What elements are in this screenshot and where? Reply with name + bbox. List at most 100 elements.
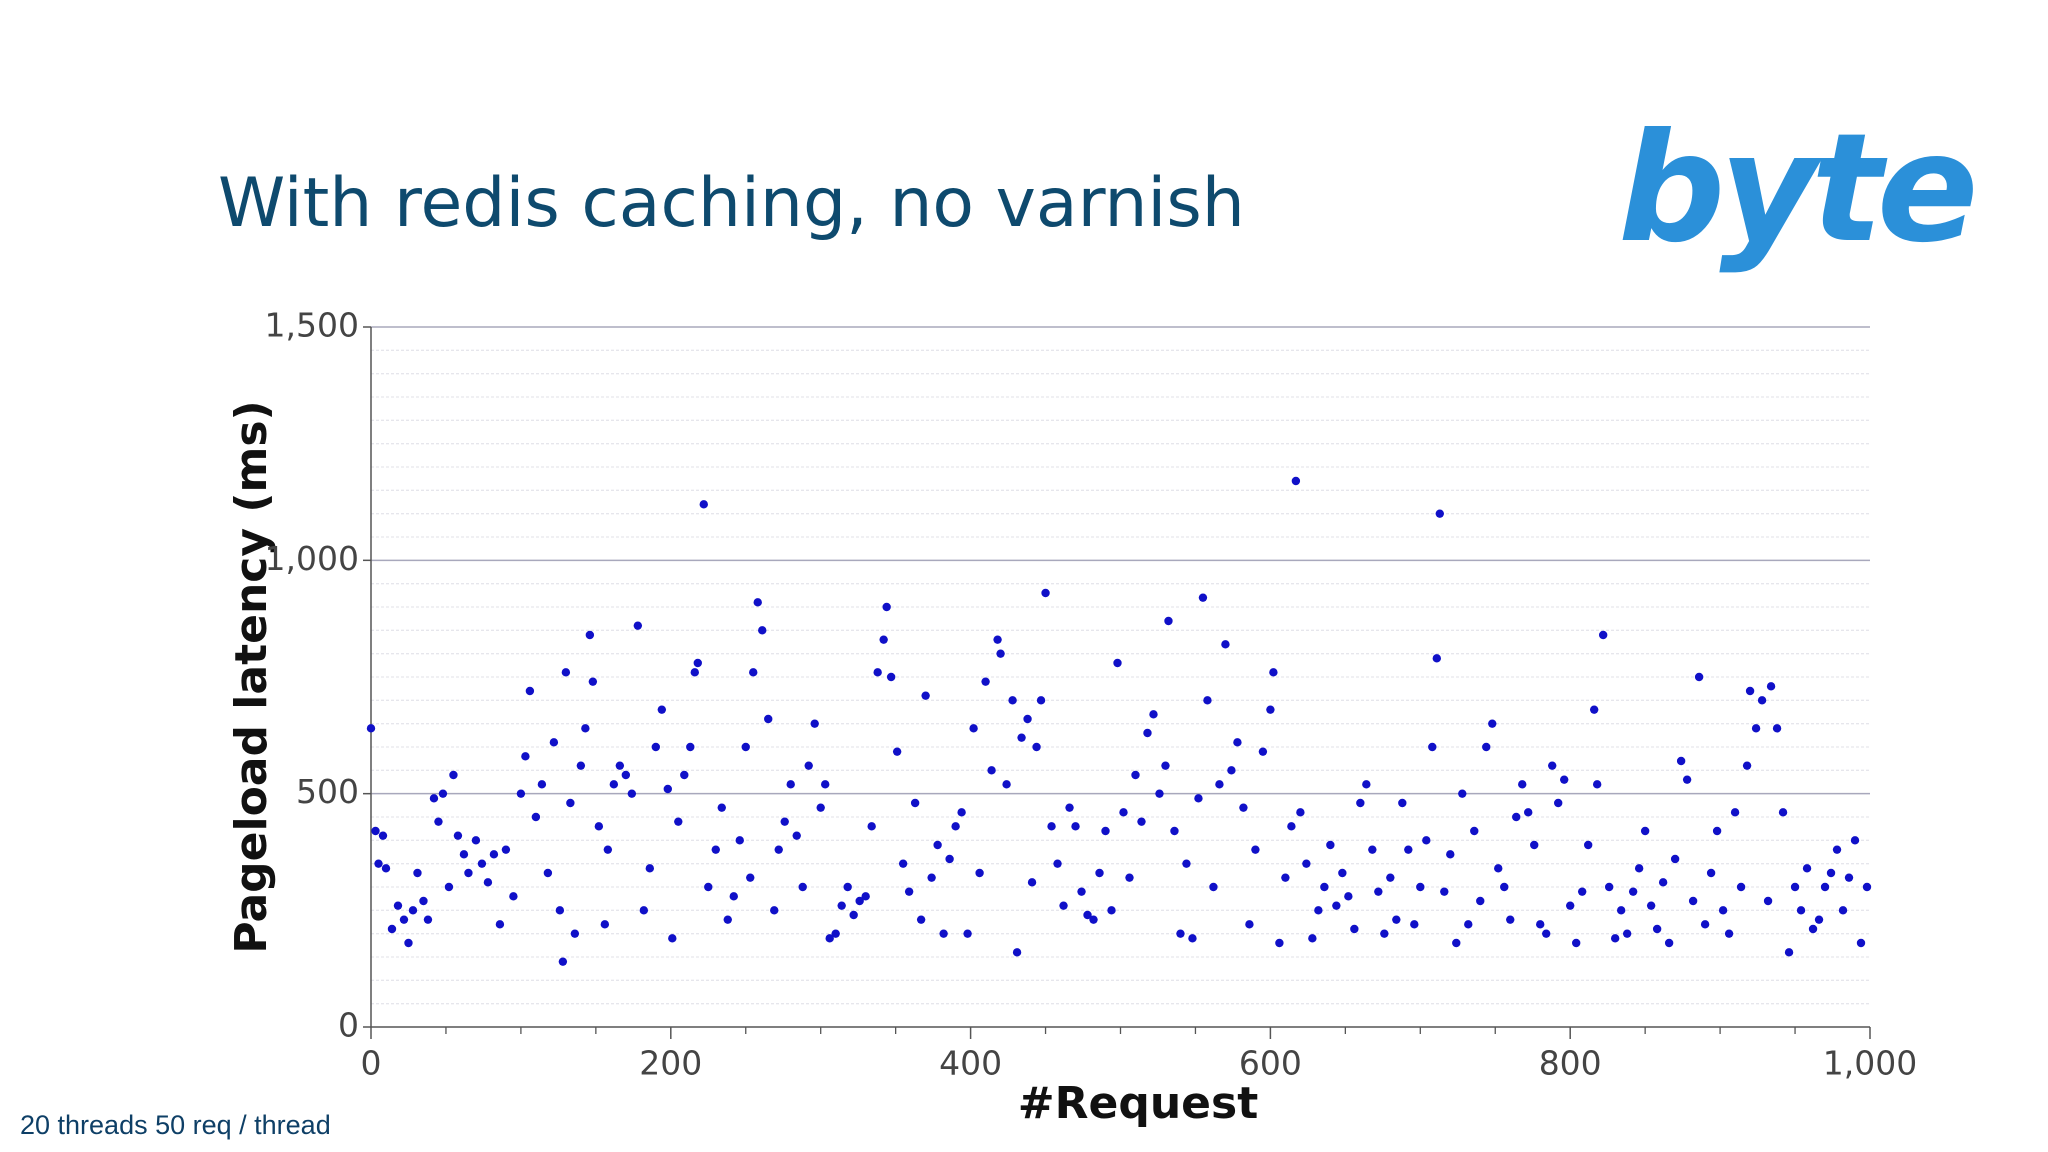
point [1814,915,1824,924]
point [374,859,383,868]
point [957,808,966,817]
point [1404,845,1413,854]
point [566,798,575,808]
point [419,896,428,906]
point [1275,938,1284,948]
point [1194,794,1203,803]
point [1862,882,1872,892]
point [861,892,870,901]
point [1161,761,1170,770]
point [735,836,744,845]
point [1694,672,1704,682]
point [1188,934,1197,943]
point [1083,910,1092,920]
point [1314,906,1323,915]
point [1446,850,1455,859]
point [1856,938,1866,948]
point [1215,780,1224,789]
point [366,724,376,733]
point [1170,826,1179,836]
point [1266,705,1275,714]
point [996,649,1005,658]
point [1209,882,1218,892]
point [1464,920,1473,929]
point [438,789,448,798]
point [1566,901,1575,910]
point [1706,868,1716,878]
point [1628,887,1638,896]
point [898,859,908,868]
point [1221,640,1230,649]
point [1410,920,1419,929]
point [621,770,631,780]
point [987,766,996,775]
point [1338,868,1347,878]
point [674,817,683,826]
point [1751,724,1761,733]
point [741,742,750,752]
point [690,668,699,677]
point [904,887,914,896]
point [393,901,403,910]
point [1125,873,1134,882]
point [1640,826,1650,836]
point [1506,915,1515,924]
point [1287,822,1296,831]
point [1326,840,1335,850]
point [1652,924,1662,934]
point [1356,798,1365,808]
point [1736,882,1746,892]
point [969,724,978,733]
point [1095,868,1104,878]
point [867,822,876,831]
logo: byte [1618,102,1974,276]
point [521,752,530,761]
point [820,780,830,789]
point [1458,789,1467,798]
point [1664,938,1674,948]
y-tick-label: 500 [296,772,359,811]
point [1512,812,1521,822]
point [1571,938,1581,948]
point [1808,924,1818,934]
point [993,635,1002,644]
point [1802,864,1812,873]
point [1778,808,1788,817]
point [1560,775,1569,784]
point [1763,896,1773,906]
point [921,691,930,700]
point [1616,906,1626,915]
point [1724,929,1734,938]
point [657,705,667,714]
point [645,864,655,873]
point [1820,882,1830,892]
point [939,929,948,938]
point [873,668,882,677]
point [1676,756,1686,766]
point [849,910,858,920]
point [668,934,677,943]
point [1745,686,1755,696]
point [916,915,926,924]
point [1604,882,1614,892]
point [594,822,604,831]
point [477,859,487,868]
point [581,724,590,733]
point [387,924,397,934]
point [588,677,598,686]
point [378,831,388,840]
point [927,873,936,882]
point [1548,761,1557,770]
point [1440,887,1449,896]
point [576,761,586,770]
point [609,780,619,789]
point [981,677,990,686]
point [459,850,469,859]
point [1742,761,1752,770]
point [1008,696,1017,705]
point [1554,798,1563,808]
point [1027,878,1037,887]
point [371,826,380,836]
point [1107,906,1116,915]
